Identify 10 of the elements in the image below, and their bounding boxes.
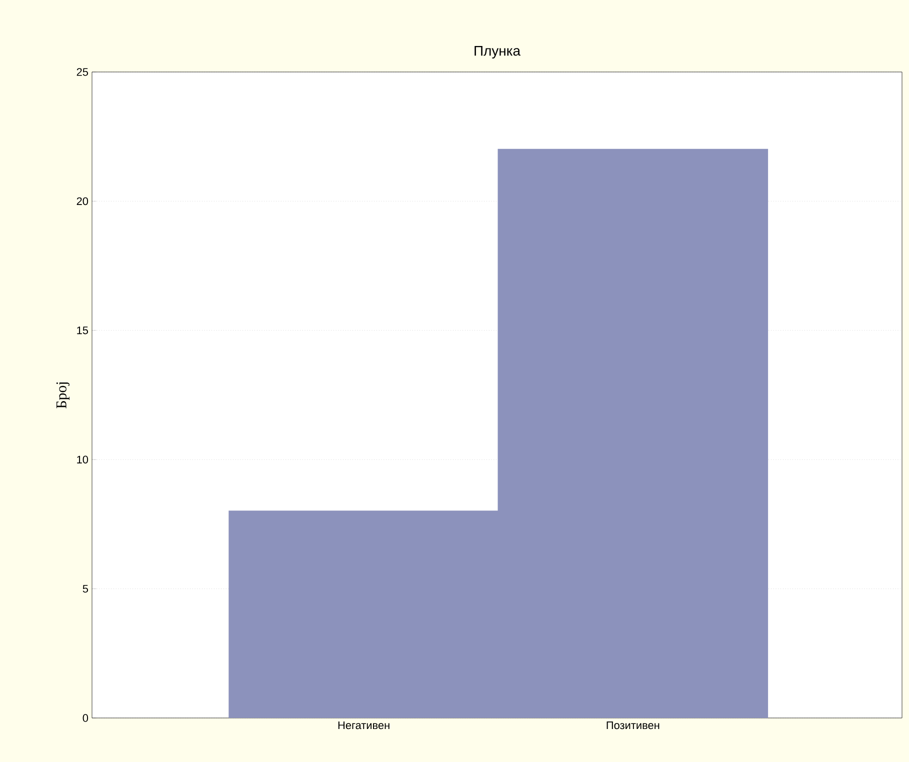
- y-tick-label: 25: [76, 68, 88, 76]
- y-tick-label: 15: [77, 326, 88, 334]
- chart-title: Плунка: [474, 46, 521, 58]
- y-tick-label: 10: [77, 456, 88, 464]
- y-tick-label: 5: [82, 584, 88, 593]
- y-tick-label: 0: [82, 714, 88, 722]
- x-tick-label: Негативен: [338, 722, 390, 730]
- y-axis-title: Број: [56, 382, 70, 408]
- y-tick-label: 20: [76, 197, 88, 206]
- x-tick-label: Позитивен: [606, 722, 660, 730]
